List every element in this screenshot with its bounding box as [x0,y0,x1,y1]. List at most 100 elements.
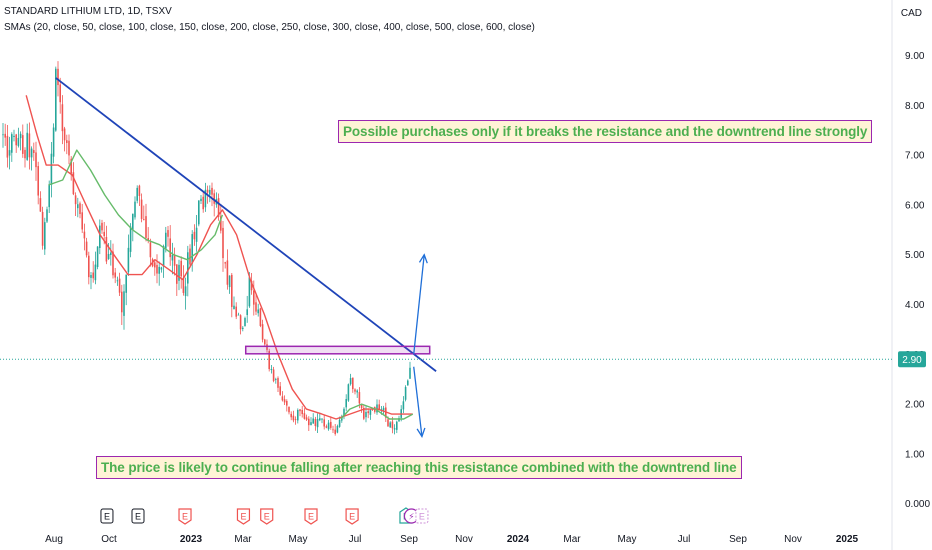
candle [283,395,286,406]
candle [294,416,297,425]
event-marker[interactable]: E [345,508,359,525]
candle-body [303,413,306,419]
time-tick-label: Sep [729,534,747,545]
candle [409,361,411,379]
candles-layer [2,61,411,436]
event-marker[interactable]: E [304,508,318,525]
candle-body [343,408,345,416]
sma-layer [25,95,414,420]
candle [70,156,72,181]
event-marker[interactable]: E [415,508,429,524]
currency-label: CAD [900,8,922,19]
time-tick-label: 2023 [180,534,203,545]
candle-body [402,401,405,410]
candle-body [380,409,383,411]
candle-body [180,260,182,277]
candle-body [409,367,411,379]
candle-body [52,127,55,157]
candle [132,213,134,242]
time-tick-label: 2025 [836,534,859,545]
indicator-legend[interactable]: SMAs (20, close, 50, close, 100, close, … [4,22,535,33]
candle-body [323,419,325,427]
candle [349,373,352,386]
candle-body [191,234,193,264]
candle [61,95,64,145]
candle-body [19,133,22,139]
price-tick-label: 8.00 [905,101,925,112]
candle [281,391,284,402]
candle [226,249,229,290]
candle-body [286,400,288,406]
event-marker[interactable]: E [131,508,145,524]
candle [101,219,103,234]
candle [176,264,178,296]
candle [184,277,187,310]
candle [347,383,350,402]
candle-body [393,428,396,430]
candle [325,424,328,429]
candle-body [255,302,257,312]
candle [26,123,28,161]
price-axis[interactable]: 9.008.007.006.005.004.003.002.001.000.00… [898,51,930,510]
candle [4,123,6,146]
arrow-up [413,253,428,355]
event-label: E [240,512,246,522]
candle [209,185,211,203]
candle-body [167,230,169,237]
candle-body [261,324,264,340]
symbol-title[interactable]: STANDARD LITHIUM LTD, 1D, TSXV [4,6,172,17]
candle [345,394,347,412]
candle-body [193,231,196,240]
event-marker[interactable]: E [100,508,114,524]
candle-body [363,407,365,419]
earnings-icon [100,508,114,524]
candle-body [125,274,127,293]
candle-body [77,204,79,209]
time-tick-label: Sep [400,534,418,545]
candle-body [24,149,26,159]
event-marker[interactable]: E [178,508,192,525]
candle-body [169,238,171,258]
candle [81,203,83,234]
candle [404,385,407,402]
time-axis[interactable]: Aug Oct 2023 Mar May Jul Sep Nov 2024 Mar May Jul Se… [45,534,858,545]
candle-body [314,418,317,427]
candle-body [176,264,178,284]
candle-body [345,399,347,408]
candle-body [30,148,33,158]
candle-body [156,264,158,274]
candle [367,408,369,419]
event-label: E [104,512,110,522]
candle [28,122,31,170]
event-label: E [349,512,355,522]
candle [259,307,262,328]
candle [50,141,53,198]
candle [22,124,24,158]
downtrend-line [55,77,437,372]
candle-body [13,135,15,137]
candle-body [281,396,284,401]
candle-body [46,209,48,222]
event-marker[interactable]: E [236,508,251,525]
candle [46,206,48,223]
event-marker[interactable]: E [260,508,274,525]
candle [180,256,182,289]
falling-note[interactable]: The price is likely to continue falling … [96,456,742,479]
candle-body [160,267,163,270]
candle-body [248,277,251,307]
candle-body [387,419,389,427]
candle-body [200,198,202,202]
candle [55,66,57,132]
time-tick-label: May [618,534,637,545]
candle-body [118,278,121,293]
candle [200,194,202,204]
earnings-icon [131,508,145,524]
candle-body [217,198,220,217]
candle-body [63,128,66,141]
candle-body [154,262,156,268]
candle-body [33,150,35,154]
event-label: ⚡ [408,512,414,522]
candle [374,406,376,414]
purchase-note[interactable]: Possible purchases only if it breaks the… [338,120,873,143]
